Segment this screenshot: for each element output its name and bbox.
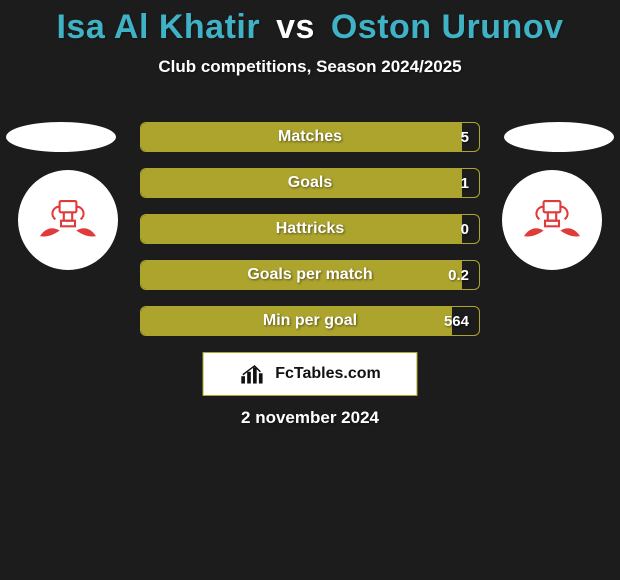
player-1-name: Isa Al Khatir: [56, 8, 260, 46]
stat-value: 0: [461, 215, 469, 243]
stat-value: 0.2: [448, 261, 469, 289]
bar-chart-icon: [239, 363, 269, 385]
player-1-crest: [18, 170, 118, 270]
stat-label: Min per goal: [141, 307, 479, 335]
comparison-card: Isa Al Khatir vs Oston Urunov Club compe…: [0, 0, 620, 580]
player-2-marker: [504, 122, 614, 152]
stat-label: Goals: [141, 169, 479, 197]
trophy-crest-icon: [517, 195, 587, 245]
stat-label: Goals per match: [141, 261, 479, 289]
stat-value: 564: [444, 307, 469, 335]
date-label: 2 november 2024: [0, 408, 620, 428]
stat-value: 1: [461, 169, 469, 197]
brand-label: FcTables.com: [275, 365, 381, 383]
trophy-crest-icon: [33, 195, 103, 245]
stat-value: 5: [461, 123, 469, 151]
stat-row: Hattricks0: [140, 214, 480, 244]
stat-row: Goals per match0.2: [140, 260, 480, 290]
player-1-marker: [6, 122, 116, 152]
player-2-crest: [502, 170, 602, 270]
vs-label: vs: [276, 8, 315, 46]
stat-row: Min per goal564: [140, 306, 480, 336]
player-2-name: Oston Urunov: [331, 8, 564, 46]
stat-row: Matches5: [140, 122, 480, 152]
subtitle: Club competitions, Season 2024/2025: [0, 57, 620, 77]
stat-label: Matches: [141, 123, 479, 151]
stat-row: Goals1: [140, 168, 480, 198]
stats-list: Matches5Goals1Hattricks0Goals per match0…: [140, 122, 480, 352]
brand-box: FcTables.com: [203, 352, 418, 396]
stat-label: Hattricks: [141, 215, 479, 243]
page-title: Isa Al Khatir vs Oston Urunov: [0, 0, 620, 47]
